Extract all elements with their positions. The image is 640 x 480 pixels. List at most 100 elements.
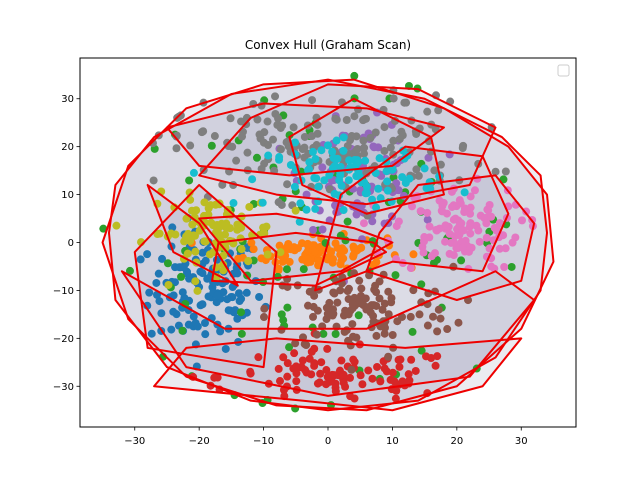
- data-point-series-0: [198, 300, 207, 309]
- data-point-series-7: [283, 180, 292, 189]
- data-point-series-1: [290, 243, 299, 252]
- x-tick-label: 0: [325, 436, 331, 447]
- data-point-series-2: [350, 71, 359, 80]
- data-point-series-9: [302, 205, 311, 214]
- data-point-series-6: [485, 201, 494, 210]
- data-point-series-0: [200, 319, 209, 328]
- data-point-series-3: [339, 370, 348, 379]
- data-point-series-3: [407, 355, 416, 364]
- data-point-series-2: [331, 329, 340, 338]
- data-point-series-9: [362, 189, 371, 198]
- data-point-series-9: [333, 154, 342, 163]
- data-point-series-3: [283, 359, 292, 368]
- data-point-series-7: [386, 143, 395, 152]
- data-point-series-0: [178, 288, 187, 297]
- data-point-series-7: [289, 123, 298, 132]
- data-point-series-2: [282, 265, 291, 274]
- data-point-series-5: [300, 340, 309, 349]
- data-point-series-3: [346, 373, 355, 382]
- data-point-series-3: [380, 364, 389, 373]
- data-point-series-7: [414, 171, 423, 180]
- data-point-series-3: [427, 354, 436, 363]
- data-point-series-7: [276, 145, 285, 154]
- data-point-series-3: [431, 361, 440, 370]
- data-point-series-8: [263, 250, 272, 259]
- data-point-series-6: [441, 221, 450, 230]
- data-point-series-6: [495, 219, 504, 228]
- data-point-series-1: [249, 245, 258, 254]
- data-point-series-6: [406, 264, 415, 273]
- data-point-series-9: [405, 174, 414, 183]
- data-point-series-5: [378, 305, 387, 314]
- data-point-series-2: [163, 259, 172, 268]
- data-point-series-5: [348, 320, 357, 329]
- data-point-series-7: [412, 165, 421, 174]
- data-point-series-6: [495, 244, 504, 253]
- data-point-series-6: [455, 196, 464, 205]
- data-point-series-3: [317, 358, 326, 367]
- data-point-series-5: [409, 286, 418, 295]
- data-point-series-1: [247, 238, 256, 247]
- data-point-series-8: [217, 219, 226, 228]
- data-point-series-1: [329, 255, 338, 264]
- data-point-series-3: [310, 344, 319, 353]
- data-point-series-5: [393, 317, 402, 326]
- data-point-series-5: [384, 287, 393, 296]
- data-point-series-3: [246, 367, 255, 376]
- data-point-series-2: [252, 153, 261, 162]
- data-point-series-9: [372, 203, 381, 212]
- data-point-series-9: [314, 182, 323, 191]
- data-point-series-8: [191, 247, 200, 256]
- data-point-series-0: [145, 288, 154, 297]
- data-point-series-1: [274, 266, 283, 275]
- data-point-series-1: [409, 250, 418, 259]
- data-point-series-0: [169, 291, 178, 300]
- data-point-series-7: [199, 127, 208, 136]
- data-point-series-1: [339, 254, 348, 263]
- data-point-series-5: [260, 304, 269, 313]
- data-point-series-6: [500, 263, 509, 272]
- data-point-series-5: [291, 339, 300, 348]
- data-point-series-7: [434, 106, 443, 115]
- data-point-series-3: [349, 355, 358, 364]
- data-point-series-7: [300, 132, 309, 141]
- data-point-series-4: [424, 153, 433, 162]
- x-tick-label: 30: [515, 436, 528, 447]
- data-point-series-3: [405, 376, 414, 385]
- data-point-series-7: [176, 111, 185, 120]
- data-point-series-7: [380, 146, 389, 155]
- data-point-series-0: [198, 269, 207, 278]
- data-point-series-5: [433, 327, 442, 336]
- data-point-series-9: [388, 165, 397, 174]
- hull-outline-12: [120, 270, 536, 397]
- data-point-series-6: [458, 226, 467, 235]
- data-point-series-3: [316, 369, 325, 378]
- data-point-series-5: [310, 291, 319, 300]
- data-point-series-3: [391, 394, 400, 403]
- data-point-series-0: [213, 291, 222, 300]
- data-point-series-9: [312, 174, 321, 183]
- data-point-series-7: [253, 115, 262, 124]
- data-point-series-6: [474, 226, 483, 235]
- plot-area: [79, 57, 577, 428]
- data-point-series-5: [436, 314, 445, 323]
- data-point-series-2: [391, 271, 400, 280]
- data-point-series-0: [185, 274, 194, 283]
- data-point-series-3: [404, 370, 413, 379]
- data-point-series-6: [449, 251, 458, 260]
- data-point-series-9: [311, 204, 320, 213]
- data-point-series-8: [209, 221, 218, 230]
- data-point-series-3: [388, 368, 397, 377]
- data-point-series-9: [290, 182, 299, 191]
- data-point-series-6: [425, 222, 434, 231]
- data-point-series-5: [429, 312, 438, 321]
- data-point-series-6: [487, 262, 496, 271]
- data-point-series-5: [423, 321, 432, 330]
- data-point-series-2: [319, 329, 328, 338]
- data-point-series-9: [229, 199, 238, 208]
- data-point-series-7: [362, 169, 371, 178]
- data-point-series-8: [191, 277, 200, 286]
- data-point-series-5: [357, 284, 366, 293]
- data-point-series-9: [344, 176, 353, 185]
- data-point-series-6: [482, 233, 491, 242]
